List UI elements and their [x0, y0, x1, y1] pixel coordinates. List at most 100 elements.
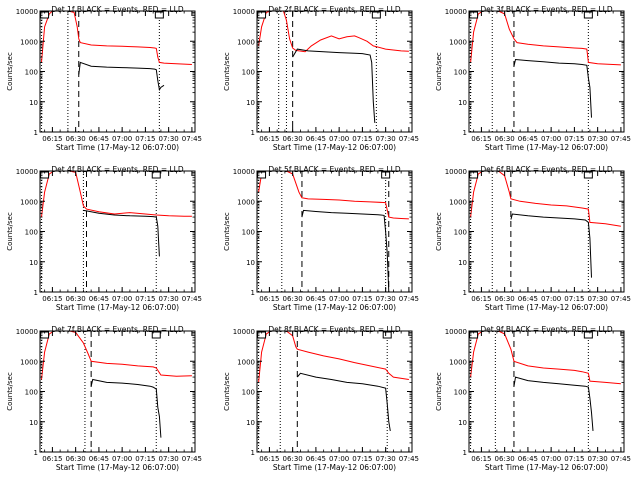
x-tick-label: 06:15: [42, 295, 62, 303]
x-tick-label: 07:15: [564, 295, 584, 303]
x-axis-label: Start Time (17-May-12 06:07:00): [56, 143, 179, 152]
series-line-events: [78, 61, 165, 92]
series-line-lld: [258, 330, 409, 383]
x-tick-label: 06:30: [66, 455, 86, 463]
end-marker-box: [371, 11, 381, 19]
end-marker-box: [583, 331, 593, 339]
x-tick-label: 07:15: [135, 295, 155, 303]
x-tick-label: 06:15: [471, 295, 491, 303]
x-tick-label: 06:30: [283, 455, 303, 463]
x-tick-label: 07:45: [399, 455, 419, 463]
x-tick-label: 07:15: [564, 135, 584, 143]
x-tick-label: 06:45: [306, 295, 326, 303]
y-tick-label: 10000: [445, 8, 467, 16]
series-line-events: [513, 376, 594, 431]
x-tick-label: 06:15: [259, 135, 279, 143]
series-line-events: [292, 48, 376, 123]
x-tick-label: 07:45: [182, 455, 202, 463]
x-tick-label: 06:15: [471, 455, 491, 463]
x-tick-label: 07:30: [159, 295, 179, 303]
y-tick-label: 1000: [449, 358, 467, 366]
y-tick-label: 1000: [237, 358, 255, 366]
y-axis-label: Counts/sec: [6, 372, 14, 411]
end-marker-box: [151, 171, 161, 179]
x-axis-label: Start Time (17-May-12 06:07:00): [485, 463, 608, 472]
panel-det-8: 1 10 100 1000 10000 06:15 06:30 06:45 07:00 07:15…: [223, 325, 419, 472]
plot-frame: [256, 10, 413, 133]
x-tick-label: 06:45: [89, 455, 109, 463]
x-tick-label: 07:45: [399, 135, 419, 143]
x-axis-label: Start Time (17-May-12 06:07:00): [273, 143, 396, 152]
panel-det-1: 1 10 100 1000 10000 06:15 06:30 06:45 07:00 07:15…: [6, 5, 202, 152]
x-tick-label: 07:30: [376, 295, 396, 303]
end-marker-box: [154, 11, 164, 19]
series-line-lld: [470, 170, 621, 227]
y-axis-label: Counts/sec: [435, 212, 443, 251]
x-axis-label: Start Time (17-May-12 06:07:00): [273, 303, 396, 312]
y-tick-label: 100: [25, 389, 38, 397]
x-tick-label: 06:15: [42, 455, 62, 463]
y-tick-label: 10: [29, 259, 38, 267]
y-axis-label: Counts/sec: [223, 52, 231, 91]
panel-det-6: 1 10 100 1000 10000 06:15 06:30 06:45 07:00 07:15…: [435, 165, 631, 312]
y-axis-label: Counts/sec: [435, 372, 443, 411]
y-tick-label: 10: [458, 99, 467, 107]
x-axis-label: Start Time (17-May-12 06:07:00): [273, 463, 396, 472]
panel-title: Det 8f BLACK = Events, RED = LLD: [268, 325, 401, 334]
x-tick-label: 07:30: [588, 295, 608, 303]
series-line-events: [90, 378, 162, 438]
x-tick-label: 06:45: [306, 135, 326, 143]
x-axis-label: Start Time (17-May-12 06:07:00): [485, 143, 608, 152]
y-tick-label: 10000: [16, 328, 38, 336]
x-tick-label: 07:15: [352, 295, 372, 303]
x-tick-label: 07:00: [112, 455, 132, 463]
series-line-lld: [41, 170, 192, 218]
x-tick-label: 07:00: [329, 295, 349, 303]
x-tick-label: 07:45: [611, 295, 631, 303]
y-tick-label: 10000: [233, 168, 255, 176]
y-tick-label: 10000: [233, 8, 255, 16]
x-tick-label: 06:45: [518, 455, 538, 463]
x-tick-label: 06:45: [89, 135, 109, 143]
y-axis-label: Counts/sec: [6, 212, 14, 251]
y-tick-label: 1000: [20, 38, 38, 46]
x-tick-label: 07:00: [112, 135, 132, 143]
y-tick-label: 100: [454, 229, 467, 237]
x-tick-label: 07:00: [541, 135, 561, 143]
y-tick-label: 1000: [20, 198, 38, 206]
series-line-lld: [470, 10, 621, 66]
series-line-events: [301, 209, 390, 293]
x-tick-label: 07:00: [329, 455, 349, 463]
series-line-events: [510, 213, 592, 278]
x-tick-label: 06:30: [283, 295, 303, 303]
panel-det-2: 1 10 100 1000 10000 06:15 06:30 06:45 07:00 07:15…: [223, 5, 419, 152]
panel-det-3: 1 10 100 1000 10000 06:15 06:30 06:45 07:00 07:15…: [435, 5, 631, 152]
x-tick-label: 06:15: [42, 135, 62, 143]
y-tick-label: 1: [463, 449, 467, 457]
y-tick-label: 10: [246, 99, 255, 107]
series-line-events: [513, 58, 592, 118]
y-tick-label: 1: [34, 289, 38, 297]
x-tick-label: 06:45: [89, 295, 109, 303]
y-tick-label: 100: [242, 229, 255, 237]
series-line-lld: [41, 10, 192, 65]
panel-det-4: 1 10 100 1000 10000 06:15 06:30 06:45 07:00 07:15…: [6, 165, 202, 312]
y-tick-label: 10000: [445, 168, 467, 176]
x-tick-label: 07:30: [588, 455, 608, 463]
x-tick-label: 07:15: [135, 455, 155, 463]
y-tick-label: 100: [454, 69, 467, 77]
y-tick-label: 100: [242, 69, 255, 77]
panel-det-5: 1 10 100 1000 10000 06:15 06:30 06:45 07:00 07:15…: [223, 165, 419, 312]
x-tick-label: 07:00: [541, 455, 561, 463]
x-tick-label: 06:30: [66, 295, 86, 303]
x-tick-label: 07:45: [182, 135, 202, 143]
series-line-lld: [470, 330, 621, 385]
x-tick-label: 07:15: [564, 455, 584, 463]
x-axis-label: Start Time (17-May-12 06:07:00): [485, 303, 608, 312]
panel-title: Det 5f BLACK = Events, RED = LLD: [268, 165, 401, 174]
x-tick-label: 07:30: [376, 135, 396, 143]
end-marker-box: [382, 331, 392, 339]
x-tick-label: 06:30: [495, 455, 515, 463]
y-tick-label: 10: [458, 259, 467, 267]
